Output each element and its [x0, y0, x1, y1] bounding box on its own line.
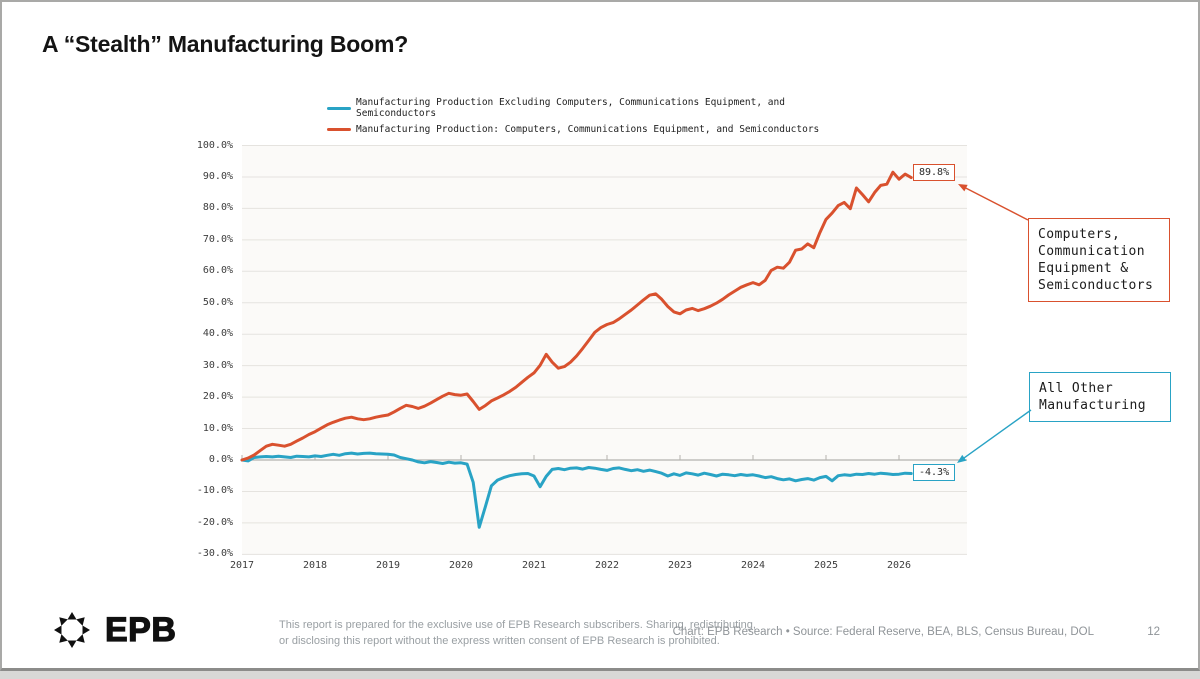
logo-triangle — [54, 625, 62, 635]
y-axis-label: -10.0% — [196, 485, 233, 497]
x-axis-label: 2018 — [302, 560, 328, 571]
legend-line-swatch-teal-icon — [327, 106, 351, 110]
x-axis-label: 2023 — [667, 560, 693, 571]
y-axis-label: 90.0% — [202, 170, 233, 182]
page-title: A “Stealth” Manufacturing Boom? — [42, 31, 409, 57]
series-line-1 — [240, 170, 913, 462]
footer-disclaimer: This report is prepared for the exclusiv… — [279, 618, 756, 649]
y-axis-label: 10.0% — [202, 422, 233, 434]
logo-triangle — [59, 617, 68, 626]
x-axis-label: 2021 — [521, 560, 547, 571]
x-axis-label: 2026 — [886, 560, 912, 571]
epb-logo-text: EPB — [104, 610, 177, 649]
y-axis-label: -20.0% — [196, 516, 233, 528]
series-line-0 — [240, 451, 913, 529]
y-axis-label: 80.0% — [202, 202, 233, 214]
legend-item-label: Manufacturing Production: Computers, Com… — [356, 124, 820, 135]
logo-triangle — [67, 612, 77, 620]
logo-triangle — [76, 617, 85, 626]
x-axis-label: 2020 — [448, 560, 474, 571]
logo-triangle — [76, 634, 85, 643]
page-number: 12 — [1147, 626, 1160, 638]
epb-logo-icon — [54, 612, 90, 648]
legend-item-label: Manufacturing Production Excluding Compu… — [356, 97, 785, 119]
x-axis-label: 2017 — [229, 560, 255, 571]
y-axis-label: -30.0% — [196, 548, 233, 560]
annotation-box-computers: Computers, Communication Equipment & Sem… — [1028, 218, 1170, 302]
y-axis-label: 30.0% — [202, 359, 233, 371]
y-axis-label: 40.0% — [202, 328, 233, 340]
y-axis-label: 70.0% — [202, 233, 233, 245]
chart-canvas — [240, 145, 967, 555]
annotation-box-all-other: All Other Manufacturing — [1029, 372, 1171, 422]
legend-item-excluding: Manufacturing Production Excluding Compu… — [327, 97, 867, 119]
logo-triangle — [82, 625, 90, 635]
plot-background — [242, 145, 967, 555]
epb-logo: EPB — [50, 608, 177, 652]
data-label-computers-series: 89.8% — [913, 164, 956, 181]
y-axis-label: 100.0% — [196, 139, 233, 151]
y-axis-label: 20.0% — [202, 391, 233, 403]
logo-triangle — [59, 634, 68, 643]
y-axis-label: 50.0% — [202, 296, 233, 308]
logo-triangle — [67, 640, 77, 648]
x-axis-label: 2019 — [375, 560, 401, 571]
footer-credit: Chart: EPB Research • Source: Federal Re… — [672, 626, 1094, 638]
chart-legend: Manufacturing Production Excluding Compu… — [197, 97, 997, 135]
y-axis-label: 0.0% — [208, 454, 233, 465]
x-axis-label: 2025 — [813, 560, 839, 571]
chart: 100.0% 90.0% 80.0% 70.0% 60.0% 50.0% 40.0% 30.0… — [197, 133, 997, 593]
disclaimer-line-1: This report is prepared for the exclusiv… — [279, 619, 756, 631]
x-axis-label: 2024 — [740, 560, 766, 571]
legend-line-swatch-orange-icon — [327, 128, 351, 131]
x-axis-label: 2022 — [594, 560, 620, 571]
data-label-other-series: -4.3% — [913, 464, 956, 481]
legend-item-computers: Manufacturing Production: Computers, Com… — [327, 124, 867, 135]
y-axis-label: 60.0% — [202, 265, 233, 277]
disclaimer-line-2: or disclosing this report without the ex… — [279, 634, 720, 647]
